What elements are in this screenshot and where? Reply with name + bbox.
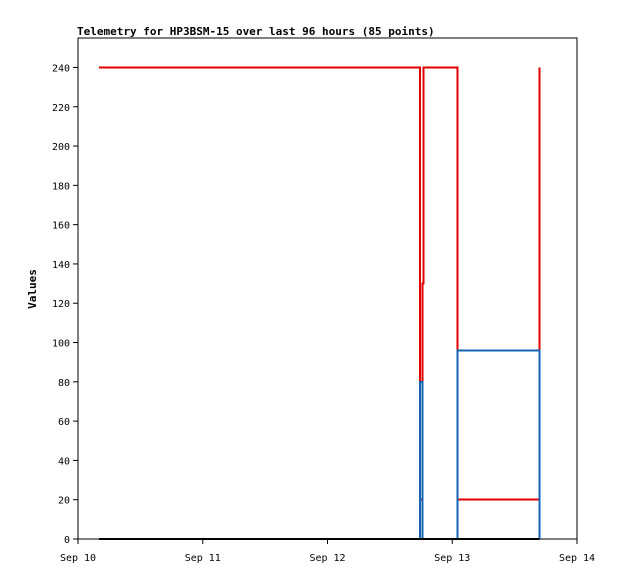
- x-tick-label: Sep 14: [559, 553, 595, 564]
- x-axis-ticks: Sep 10 Sep 11 Sep 12 Sep 13 Sep 14: [60, 539, 595, 564]
- y-tick-label: 240: [52, 63, 70, 74]
- series-line-2: [418, 349, 541, 540]
- x-tick-label: Sep 13: [434, 553, 470, 564]
- y-axis-label: Values: [26, 269, 39, 309]
- y-tick-label: 200: [52, 142, 70, 153]
- x-tick-label: Sep 11: [185, 553, 221, 564]
- y-tick-label: 140: [52, 260, 70, 271]
- y-tick-label: 120: [52, 299, 70, 310]
- series-lines: [98, 66, 541, 540]
- y-axis-ticks: 0 20 40 60 80 100 120 140 160 180 200 220 240: [52, 63, 78, 546]
- plot-frame: [77, 37, 578, 540]
- y-tick-label: 20: [58, 496, 70, 507]
- series-line-1: [98, 66, 541, 501]
- y-tick-label: 100: [52, 339, 70, 350]
- chart-title: Telemetry for HP3BSM-15 over last 96 hou…: [77, 25, 435, 38]
- y-tick-label: 60: [58, 417, 70, 428]
- x-tick-label: Sep 10: [60, 553, 96, 564]
- y-tick-label: 40: [58, 456, 70, 467]
- x-tick-label: Sep 12: [309, 553, 345, 564]
- y-tick-label: 180: [52, 181, 70, 192]
- y-tick-label: 160: [52, 221, 70, 232]
- y-tick-label: 80: [58, 378, 70, 389]
- y-tick-label: 220: [52, 103, 70, 114]
- y-tick-label: 0: [64, 535, 70, 546]
